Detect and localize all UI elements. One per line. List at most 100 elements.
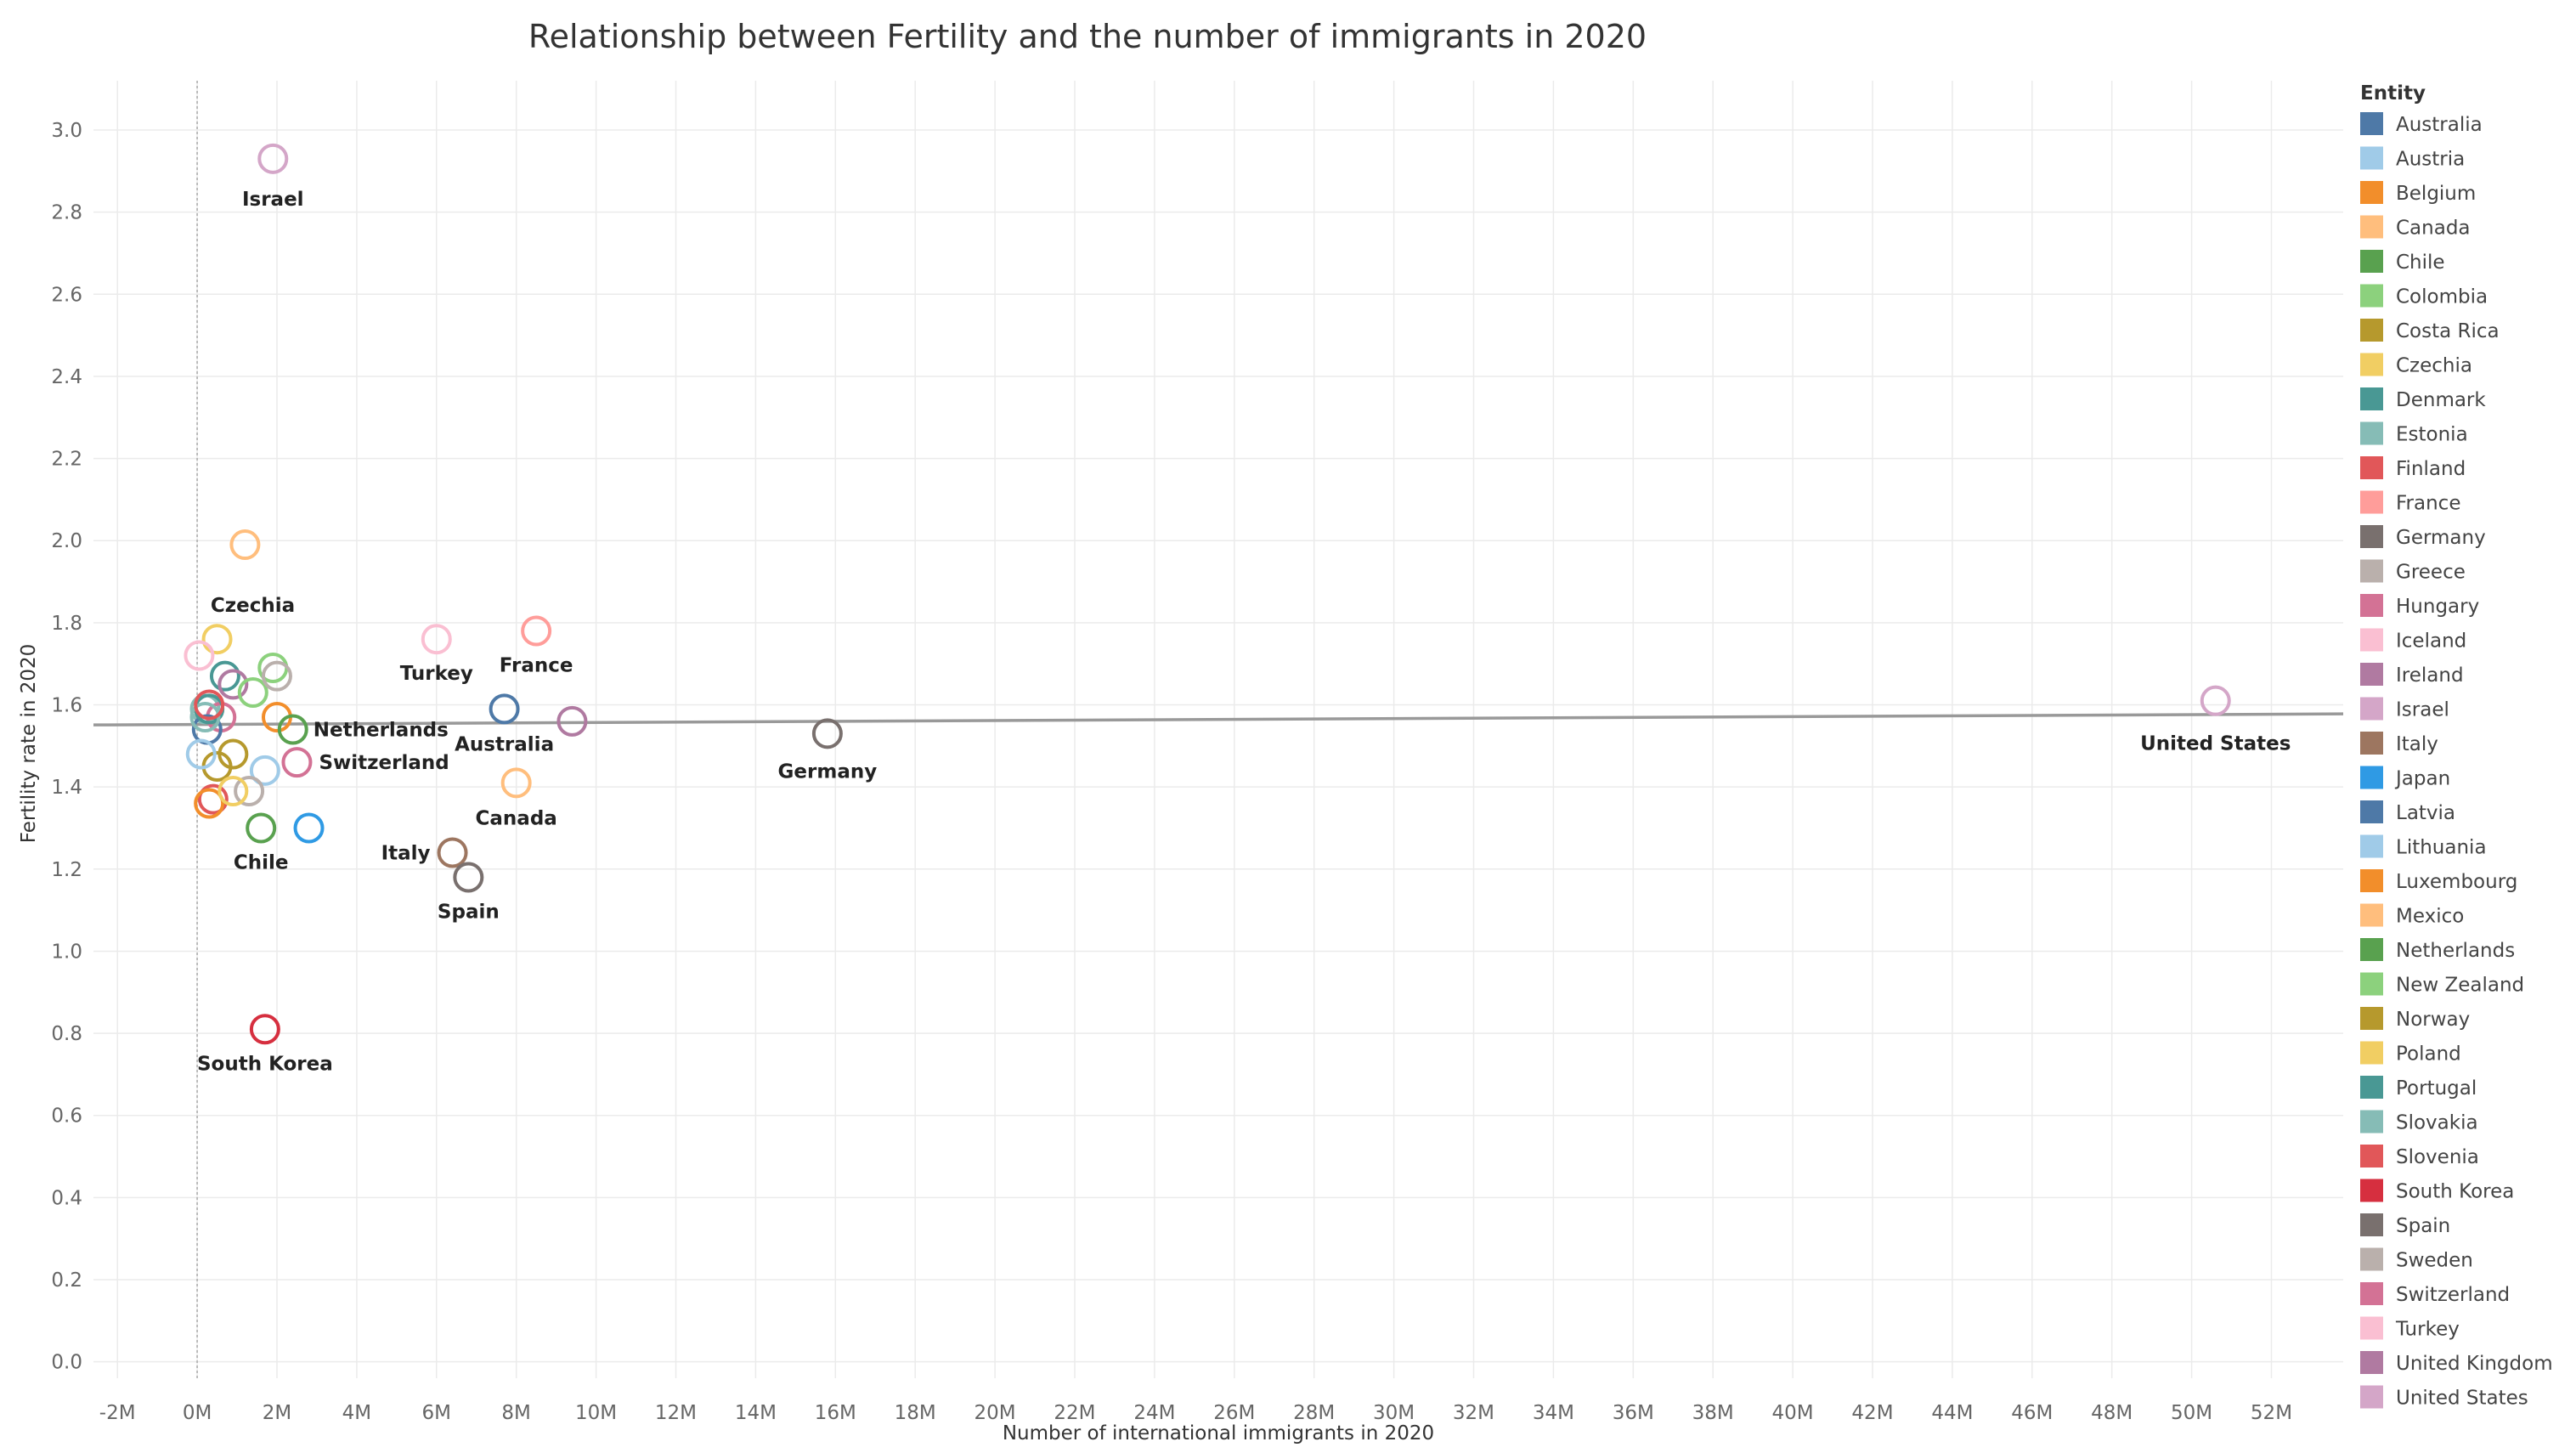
point-label: Chile bbox=[234, 851, 289, 873]
legend-entry[interactable]: Israel bbox=[2396, 699, 2449, 721]
legend-entry[interactable]: Australia bbox=[2396, 114, 2483, 136]
point-label: Australia bbox=[455, 733, 554, 755]
data-point[interactable] bbox=[257, 143, 289, 174]
legend-entry[interactable]: Switzerland bbox=[2396, 1284, 2510, 1306]
legend-entry[interactable]: Canada bbox=[2396, 218, 2471, 240]
legend-entry[interactable]: Luxembourg bbox=[2396, 871, 2517, 893]
legend-entry[interactable]: Spain bbox=[2396, 1215, 2450, 1237]
data-point[interactable] bbox=[489, 693, 520, 725]
legend-entry[interactable]: United States bbox=[2396, 1388, 2528, 1410]
legend-entry[interactable]: Japan bbox=[2394, 768, 2450, 790]
x-tick-label: 42M bbox=[1851, 1402, 1893, 1424]
data-point[interactable] bbox=[521, 615, 552, 647]
legend-swatch bbox=[2360, 938, 2383, 961]
grid bbox=[93, 81, 2343, 1378]
legend-swatch bbox=[2360, 284, 2383, 308]
legend-entry[interactable]: France bbox=[2396, 493, 2460, 515]
data-point[interactable] bbox=[261, 660, 292, 692]
point-label: United States bbox=[2140, 733, 2291, 755]
legend-swatch bbox=[2360, 1041, 2383, 1065]
data-point[interactable] bbox=[293, 812, 325, 844]
legend-entry[interactable]: Slovenia bbox=[2396, 1146, 2479, 1168]
legend-entry[interactable]: Norway bbox=[2396, 1009, 2470, 1031]
data-point[interactable] bbox=[201, 624, 233, 655]
legend-entry[interactable]: Czechia bbox=[2396, 355, 2472, 377]
legend-entry[interactable]: Ireland bbox=[2396, 664, 2464, 687]
data-point[interactable] bbox=[234, 775, 265, 806]
data-points bbox=[184, 143, 2231, 1045]
legend-entry[interactable]: Latvia bbox=[2396, 802, 2455, 824]
data-point[interactable] bbox=[217, 669, 249, 700]
data-point[interactable] bbox=[229, 529, 261, 561]
data-point[interactable] bbox=[2200, 685, 2231, 716]
legend-entry[interactable]: Portugal bbox=[2396, 1077, 2477, 1100]
legend-swatch bbox=[2360, 800, 2383, 823]
legend-entry[interactable]: Poland bbox=[2396, 1043, 2461, 1066]
legend-swatch bbox=[2360, 353, 2383, 376]
legend-entry[interactable]: Greece bbox=[2396, 562, 2466, 584]
y-tick-label: 2.4 bbox=[51, 366, 82, 388]
y-tick-label: 0.6 bbox=[51, 1105, 82, 1128]
legend-entry[interactable]: Germany bbox=[2396, 527, 2486, 549]
data-point[interactable] bbox=[194, 689, 225, 721]
data-point[interactable] bbox=[249, 755, 280, 786]
legend-entry[interactable]: Sweden bbox=[2396, 1250, 2473, 1272]
x-tick-label: 8M bbox=[501, 1402, 530, 1424]
data-point[interactable] bbox=[189, 702, 221, 733]
legend-entry[interactable]: Denmark bbox=[2396, 389, 2486, 411]
legend-entry[interactable]: Costa Rica bbox=[2396, 320, 2500, 342]
legend-entry[interactable]: Netherlands bbox=[2396, 940, 2515, 962]
data-point[interactable] bbox=[453, 862, 484, 893]
legend-entry[interactable]: Hungary bbox=[2396, 596, 2479, 618]
legend-entry[interactable]: South Korea bbox=[2396, 1181, 2514, 1203]
legend-entry[interactable]: Finland bbox=[2396, 458, 2466, 480]
data-point[interactable] bbox=[217, 775, 249, 806]
point-label: Israel bbox=[242, 189, 304, 211]
data-point[interactable] bbox=[421, 624, 452, 655]
legend-entry[interactable]: Colombia bbox=[2396, 286, 2488, 308]
data-point[interactable] bbox=[194, 788, 225, 819]
x-tick-label: 2M bbox=[263, 1402, 291, 1424]
data-point[interactable] bbox=[556, 705, 588, 737]
x-tick-label: 24M bbox=[1133, 1402, 1175, 1424]
point-label: Germany bbox=[778, 760, 878, 783]
data-point[interactable] bbox=[184, 640, 215, 671]
data-point[interactable] bbox=[246, 812, 277, 844]
data-point[interactable] bbox=[281, 747, 313, 778]
data-point[interactable] bbox=[249, 1014, 280, 1045]
legend-entry[interactable]: Lithuania bbox=[2396, 837, 2487, 859]
x-tick-label: 14M bbox=[735, 1402, 777, 1424]
x-tick-label: 36M bbox=[1613, 1402, 1654, 1424]
legend-entry[interactable]: Turkey bbox=[2395, 1319, 2460, 1341]
data-point[interactable] bbox=[197, 783, 229, 815]
legend-swatch bbox=[2360, 456, 2383, 479]
x-tick-label: 12M bbox=[655, 1402, 697, 1424]
y-tick-label: 0.0 bbox=[51, 1352, 82, 1374]
data-point[interactable] bbox=[811, 718, 843, 749]
legend-entry[interactable]: Iceland bbox=[2396, 630, 2466, 653]
data-point[interactable] bbox=[237, 677, 268, 709]
legend-entry[interactable]: Italy bbox=[2396, 733, 2438, 755]
point-label: Spain bbox=[438, 901, 500, 923]
data-point[interactable] bbox=[209, 660, 240, 692]
data-point[interactable] bbox=[277, 714, 308, 745]
data-point[interactable] bbox=[437, 837, 468, 868]
legend-entry[interactable]: New Zealand bbox=[2396, 975, 2524, 997]
data-point[interactable] bbox=[217, 738, 249, 770]
legend-entry[interactable]: Mexico bbox=[2396, 906, 2464, 928]
legend-entry[interactable]: Estonia bbox=[2396, 424, 2468, 446]
point-label: Turkey bbox=[400, 663, 473, 685]
legend-entry[interactable]: United Kingdom bbox=[2396, 1353, 2553, 1375]
x-axis-label: Number of international immigrants in 20… bbox=[1003, 1422, 1434, 1445]
legend-swatch bbox=[2360, 559, 2383, 583]
legend-swatch bbox=[2360, 1213, 2383, 1236]
data-point[interactable] bbox=[500, 767, 532, 799]
x-tick-label: 46M bbox=[2011, 1402, 2053, 1424]
x-tick-label: 50M bbox=[2171, 1402, 2212, 1424]
data-point[interactable] bbox=[185, 738, 217, 770]
legend-swatch bbox=[2360, 1351, 2383, 1374]
legend-entry[interactable]: Belgium bbox=[2396, 183, 2476, 205]
legend-entry[interactable]: Chile bbox=[2396, 252, 2445, 274]
legend-entry[interactable]: Slovakia bbox=[2396, 1112, 2478, 1134]
legend-entry[interactable]: Austria bbox=[2396, 149, 2465, 171]
